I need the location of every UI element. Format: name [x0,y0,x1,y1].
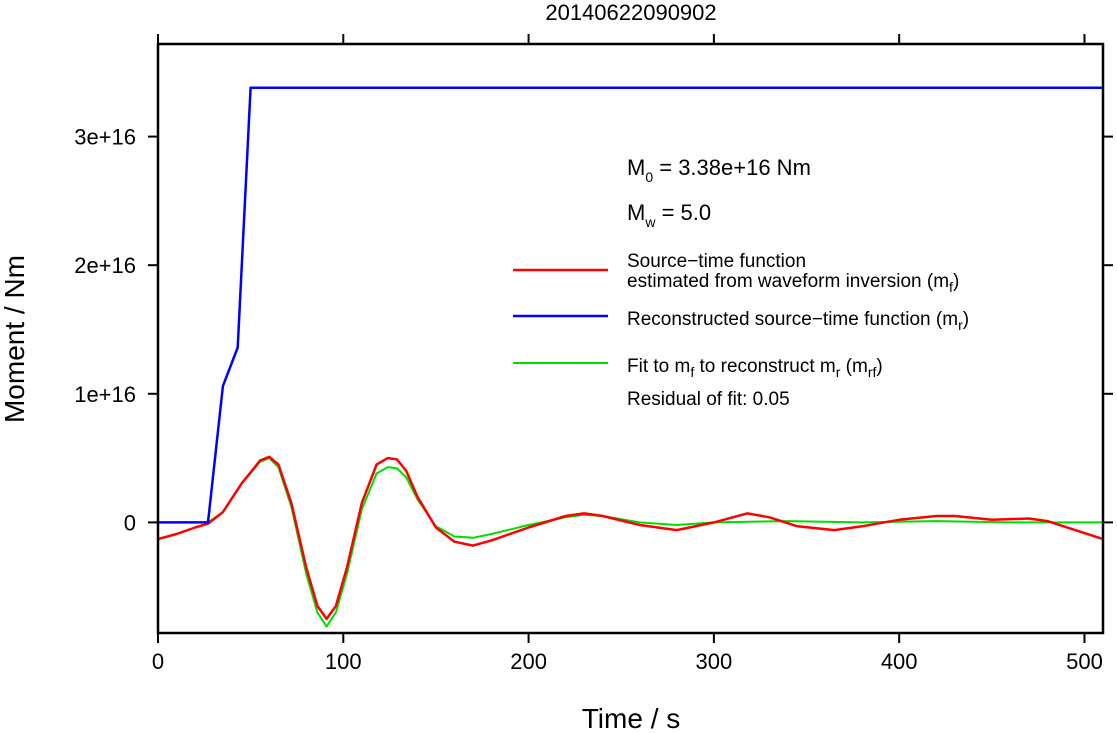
legend-label-blue: Reconstructed source−time function (mr) [627,309,969,333]
legend-blue-close: ) [963,309,969,330]
x-tick-label: 0 [152,649,164,674]
legend-red-text: estimated from waveform inversion (m [627,271,949,292]
plot-frame [156,42,1105,635]
residual-annotation: Residual of fit: 0.05 [627,389,790,410]
series-layer [157,86,1104,628]
legend-blue-text: Reconstructed source−time function (m [627,309,958,330]
legend-green-c: (m [840,356,867,377]
mw-value: = 5.0 [655,200,711,225]
y-tick-label: 3e+16 [74,125,136,150]
legend: Source−time function estimated from wave… [513,251,969,410]
seismic-moment-annotation: M0 = 3.38e+16 Nm [627,155,811,185]
legend-green-sub2: r [836,364,841,380]
legend-green-sub3: rf [868,364,877,380]
y-axis-title: Moment / Nm [0,255,30,423]
legend-label-red-line1: Source−time function [627,251,806,272]
legend-red-close: ) [953,271,959,292]
mw-symbol: M [627,200,645,225]
x-axis-title: Time / s [582,703,681,734]
y-tick-label: 2e+16 [74,253,136,278]
legend-label-red-line2: estimated from waveform inversion (mf) [627,271,959,295]
legend-green-a: Fit to m [627,356,690,377]
chart-title: 20140622090902 [545,0,716,25]
m0-symbol: M [627,155,645,180]
m0-subscript: 0 [645,169,653,185]
legend-red-subscript: f [949,279,953,295]
x-tick-label: 400 [881,649,918,674]
moment-magnitude-annotation: Mw = 5.0 [627,200,711,230]
series-line-fit [207,457,1103,628]
y-tick-label: 0 [124,510,136,535]
legend-label-green: Fit to mf to reconstruct mr (mrf) [627,356,883,380]
legend-green-d: ) [876,356,882,377]
x-tick-label: 200 [510,649,547,674]
tick-layer: 0 100 200 300 400 500 0 1e+16 2e+16 3e+16 [74,34,1113,674]
legend-green-b: to reconstruct m [694,356,836,377]
series-line-estimated-stf [157,455,1104,621]
series-line-reconstructed-stf [158,86,1103,524]
y-tick-label: 1e+16 [74,382,136,407]
x-tick-label: 100 [325,649,362,674]
x-tick-label: 300 [696,649,733,674]
legend-blue-subscript: r [958,317,963,333]
x-tick-label: 500 [1066,649,1103,674]
mw-subscript: w [644,214,656,230]
legend-green-sub1: f [690,364,694,380]
m0-value: = 3.38e+16 Nm [653,155,811,180]
